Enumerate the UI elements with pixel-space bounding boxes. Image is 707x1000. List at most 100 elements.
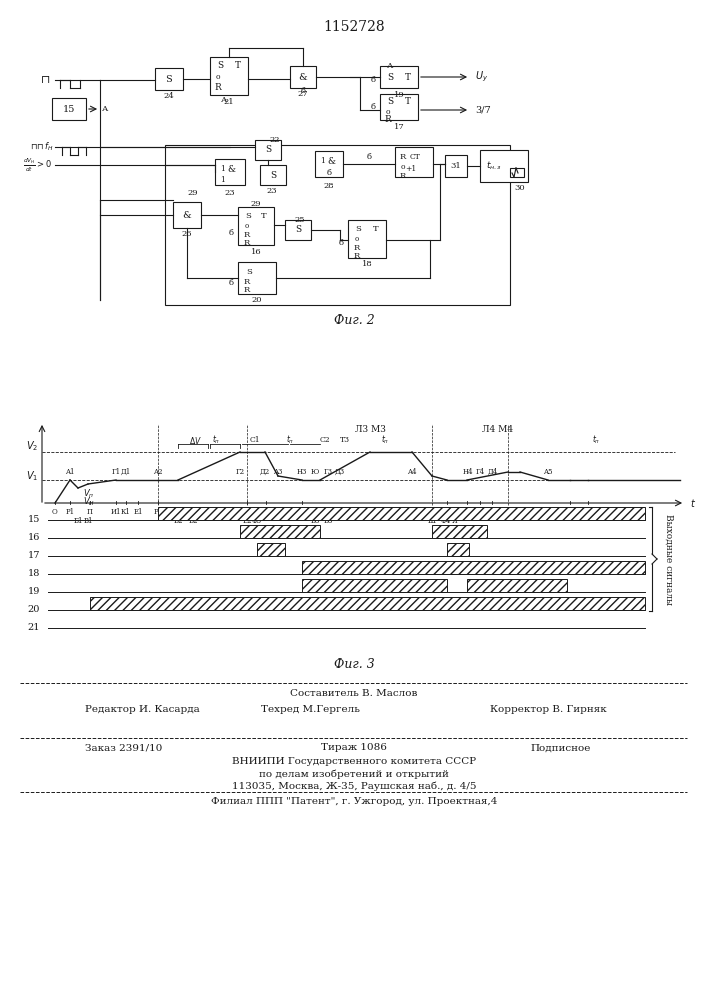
Text: Корректор В. Гирняк: Корректор В. Гирняк bbox=[490, 706, 607, 714]
Text: 15: 15 bbox=[28, 516, 40, 524]
Text: по делам изобретений и открытий: по делам изобретений и открытий bbox=[259, 769, 449, 779]
Text: 17: 17 bbox=[28, 552, 40, 560]
Text: Н3: Н3 bbox=[297, 468, 307, 476]
Text: $t_п$: $t_п$ bbox=[381, 434, 389, 446]
Text: А: А bbox=[387, 62, 393, 70]
Text: б: б bbox=[371, 103, 376, 111]
Text: 20: 20 bbox=[252, 296, 262, 304]
Text: $V_п$: $V_п$ bbox=[83, 488, 94, 500]
Bar bbox=[260, 165, 286, 185]
Bar bbox=[510, 168, 524, 177]
Text: П: П bbox=[87, 508, 93, 516]
Text: 19: 19 bbox=[394, 91, 404, 99]
Bar bbox=[215, 159, 245, 185]
Text: 31: 31 bbox=[450, 162, 462, 170]
Text: S: S bbox=[355, 225, 361, 233]
Bar bbox=[173, 202, 201, 228]
Text: T: T bbox=[373, 225, 379, 233]
Text: $t$: $t$ bbox=[690, 497, 696, 509]
Text: б: б bbox=[300, 87, 305, 95]
Text: В3: В3 bbox=[323, 517, 333, 525]
Text: R: R bbox=[215, 83, 221, 92]
Text: б: б bbox=[327, 169, 332, 177]
Text: Б3: Б3 bbox=[310, 517, 320, 525]
Text: 15: 15 bbox=[63, 104, 75, 113]
Text: C2: C2 bbox=[320, 436, 330, 444]
Bar bbox=[52, 98, 86, 120]
Text: б: б bbox=[339, 239, 344, 247]
Text: Техред М.Гергель: Техред М.Гергель bbox=[261, 706, 359, 714]
Text: A2: A2 bbox=[153, 468, 163, 476]
Text: 24: 24 bbox=[163, 92, 175, 100]
Text: И2: И2 bbox=[242, 508, 252, 516]
Text: Е2: Е2 bbox=[243, 517, 252, 525]
Text: $V_1$: $V_1$ bbox=[25, 469, 38, 483]
Text: T: T bbox=[235, 62, 241, 70]
Text: S: S bbox=[265, 145, 271, 154]
Text: 26: 26 bbox=[182, 230, 192, 238]
Text: Г2: Г2 bbox=[235, 468, 245, 476]
Text: R: R bbox=[354, 244, 360, 252]
Text: S: S bbox=[387, 98, 393, 106]
Text: Е4: Е4 bbox=[566, 508, 575, 516]
Text: S: S bbox=[165, 75, 173, 84]
Text: Подписное: Подписное bbox=[530, 744, 590, 752]
Text: T: T bbox=[405, 73, 411, 82]
Text: S: S bbox=[246, 268, 252, 276]
Text: Д4: Д4 bbox=[488, 468, 498, 476]
Text: б: б bbox=[229, 229, 234, 237]
Text: R: R bbox=[400, 153, 406, 161]
Text: &: & bbox=[298, 73, 308, 82]
Text: Е1: Е1 bbox=[133, 508, 143, 516]
Text: R: R bbox=[244, 239, 250, 247]
Text: б: б bbox=[371, 76, 376, 84]
Text: CT: CT bbox=[409, 153, 421, 161]
Text: 21: 21 bbox=[28, 624, 40, 633]
Bar bbox=[257, 543, 285, 556]
Text: б: б bbox=[366, 153, 371, 161]
Text: Б4: Б4 bbox=[475, 508, 485, 516]
Text: Н4: Н4 bbox=[463, 468, 473, 476]
Text: S: S bbox=[217, 62, 223, 70]
Text: P1: P1 bbox=[66, 508, 74, 516]
Text: $V_2$: $V_2$ bbox=[25, 439, 38, 453]
Text: 29: 29 bbox=[187, 189, 198, 197]
Text: 18: 18 bbox=[361, 260, 373, 268]
Text: 1: 1 bbox=[221, 165, 226, 173]
Bar bbox=[290, 66, 316, 88]
Text: $V_H$: $V_H$ bbox=[83, 496, 95, 508]
Text: $t_п$: $t_п$ bbox=[592, 434, 600, 446]
Text: 25: 25 bbox=[295, 216, 305, 224]
Bar bbox=[302, 579, 447, 592]
Text: T: T bbox=[405, 98, 411, 106]
Text: 30: 30 bbox=[515, 184, 525, 192]
Bar bbox=[210, 57, 248, 95]
Text: В1: В1 bbox=[83, 517, 93, 525]
Text: C1: C1 bbox=[250, 436, 260, 444]
Text: $U_y$: $U_y$ bbox=[475, 70, 489, 84]
Text: R: R bbox=[244, 286, 250, 294]
Text: А: А bbox=[221, 96, 227, 104]
Text: 16: 16 bbox=[251, 248, 262, 256]
Text: В2: В2 bbox=[188, 517, 198, 525]
Text: Г4: Г4 bbox=[475, 468, 484, 476]
Text: S: S bbox=[387, 73, 393, 82]
Text: Филиал ППП "Патент", г. Ужгород, ул. Проектная,4: Филиал ППП "Патент", г. Ужгород, ул. Про… bbox=[211, 798, 497, 806]
Text: o: o bbox=[245, 222, 249, 230]
Text: В4: В4 bbox=[487, 508, 497, 516]
Bar bbox=[467, 579, 567, 592]
Text: 27: 27 bbox=[298, 90, 308, 98]
Text: Б2: Б2 bbox=[173, 517, 182, 525]
Text: б: б bbox=[229, 279, 234, 287]
Text: 19: 19 bbox=[28, 587, 40, 596]
Text: Фиг. 3: Фиг. 3 bbox=[334, 658, 375, 670]
Text: 20: 20 bbox=[28, 605, 40, 614]
Text: 29: 29 bbox=[251, 200, 262, 208]
Bar bbox=[158, 507, 645, 520]
Text: Е3: Е3 bbox=[443, 508, 452, 516]
Text: $\Delta V$: $\Delta V$ bbox=[189, 434, 201, 446]
Bar bbox=[90, 597, 645, 610]
Text: И1: И1 bbox=[111, 508, 121, 516]
Bar bbox=[240, 525, 320, 538]
Text: S: S bbox=[295, 226, 301, 234]
